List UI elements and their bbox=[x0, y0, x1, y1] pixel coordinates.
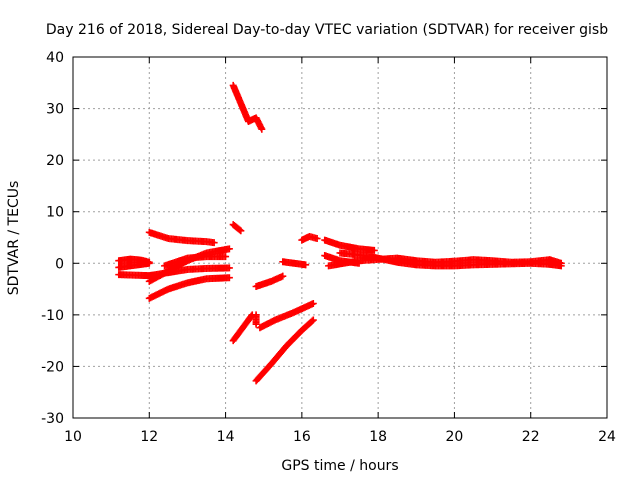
data-point bbox=[309, 300, 317, 308]
data-point bbox=[279, 272, 287, 280]
data-point bbox=[222, 253, 230, 261]
axis-ticks: 10 12 14 16 18 20 22 24 -30 -20 -10 0 10 20 30 40 bbox=[41, 50, 616, 445]
data-point bbox=[225, 264, 233, 272]
series-arc-q bbox=[321, 236, 378, 254]
y-tick-label: 0 bbox=[55, 256, 64, 272]
data-point bbox=[370, 246, 378, 254]
series-arc-k bbox=[252, 311, 260, 328]
series-arc-m bbox=[256, 300, 317, 332]
chart-title: Day 216 of 2018, Sidereal Day-to-day VTE… bbox=[46, 22, 608, 38]
data-point bbox=[225, 274, 233, 282]
data-point bbox=[258, 125, 266, 133]
x-tick-label: 20 bbox=[446, 429, 464, 445]
x-tick-label: 24 bbox=[598, 429, 616, 445]
series-arc-t bbox=[336, 249, 565, 270]
series-arc-b bbox=[115, 259, 153, 271]
y-tick-label: -20 bbox=[41, 359, 64, 375]
x-tick-label: 22 bbox=[522, 429, 540, 445]
y-tick-label: 30 bbox=[46, 102, 64, 118]
x-tick-label: 14 bbox=[217, 429, 235, 445]
data-point bbox=[252, 320, 260, 328]
x-tick-label: 18 bbox=[369, 429, 387, 445]
series-arc-d bbox=[145, 228, 218, 247]
y-tick-label: 40 bbox=[46, 50, 64, 66]
data-points bbox=[115, 81, 565, 385]
x-axis-label: GPS time / hours bbox=[281, 458, 398, 474]
data-point bbox=[145, 259, 153, 267]
plot-frame bbox=[72, 56, 608, 419]
y-tick-label: -10 bbox=[41, 308, 64, 324]
series-arc-j bbox=[229, 311, 256, 345]
data-point bbox=[302, 261, 310, 269]
grid-layer bbox=[73, 57, 607, 418]
y-axis-label: SDTVAR / TECUs bbox=[6, 181, 22, 296]
x-tick-label: 10 bbox=[64, 429, 82, 445]
x-tick-label: 16 bbox=[293, 429, 311, 445]
data-point bbox=[313, 235, 321, 243]
y-tick-label: -30 bbox=[41, 411, 64, 427]
series-arc-o bbox=[279, 258, 310, 269]
data-point bbox=[236, 226, 244, 234]
series-arc-f bbox=[145, 274, 233, 302]
data-point bbox=[210, 239, 218, 247]
series-arc-l bbox=[252, 272, 287, 290]
series-arc-i bbox=[229, 221, 245, 235]
series-arc-g bbox=[161, 253, 230, 270]
data-point bbox=[308, 317, 316, 325]
series-arc-n bbox=[252, 316, 317, 385]
data-point bbox=[557, 262, 565, 270]
y-tick-label: 10 bbox=[46, 205, 64, 221]
data-point bbox=[309, 316, 317, 324]
data-point bbox=[225, 245, 233, 253]
series-arc-p bbox=[298, 232, 321, 244]
y-tick-label: 20 bbox=[46, 153, 64, 169]
series-arc-h bbox=[229, 81, 266, 133]
x-tick-label: 12 bbox=[140, 429, 158, 445]
data-point bbox=[237, 227, 245, 235]
